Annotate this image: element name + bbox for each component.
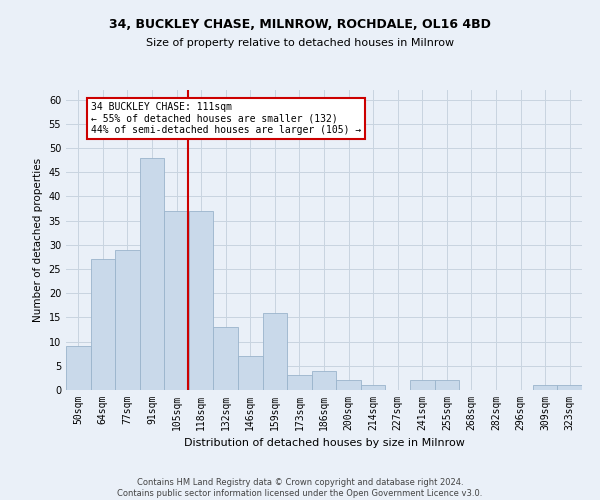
X-axis label: Distribution of detached houses by size in Milnrow: Distribution of detached houses by size … <box>184 438 464 448</box>
Bar <box>140 158 164 390</box>
Bar <box>263 312 287 390</box>
Bar <box>361 385 385 390</box>
Bar <box>164 211 189 390</box>
Bar <box>557 385 582 390</box>
Bar <box>410 380 434 390</box>
Text: Size of property relative to detached houses in Milnrow: Size of property relative to detached ho… <box>146 38 454 48</box>
Bar <box>434 380 459 390</box>
Bar <box>287 376 312 390</box>
Bar <box>312 370 336 390</box>
Text: 34 BUCKLEY CHASE: 111sqm
← 55% of detached houses are smaller (132)
44% of semi-: 34 BUCKLEY CHASE: 111sqm ← 55% of detach… <box>91 102 361 136</box>
Text: 34, BUCKLEY CHASE, MILNROW, ROCHDALE, OL16 4BD: 34, BUCKLEY CHASE, MILNROW, ROCHDALE, OL… <box>109 18 491 30</box>
Bar <box>336 380 361 390</box>
Bar <box>189 211 214 390</box>
Bar <box>91 260 115 390</box>
Bar <box>533 385 557 390</box>
Bar <box>238 356 263 390</box>
Bar <box>214 327 238 390</box>
Text: Contains HM Land Registry data © Crown copyright and database right 2024.
Contai: Contains HM Land Registry data © Crown c… <box>118 478 482 498</box>
Bar <box>115 250 140 390</box>
Y-axis label: Number of detached properties: Number of detached properties <box>33 158 43 322</box>
Bar <box>66 346 91 390</box>
